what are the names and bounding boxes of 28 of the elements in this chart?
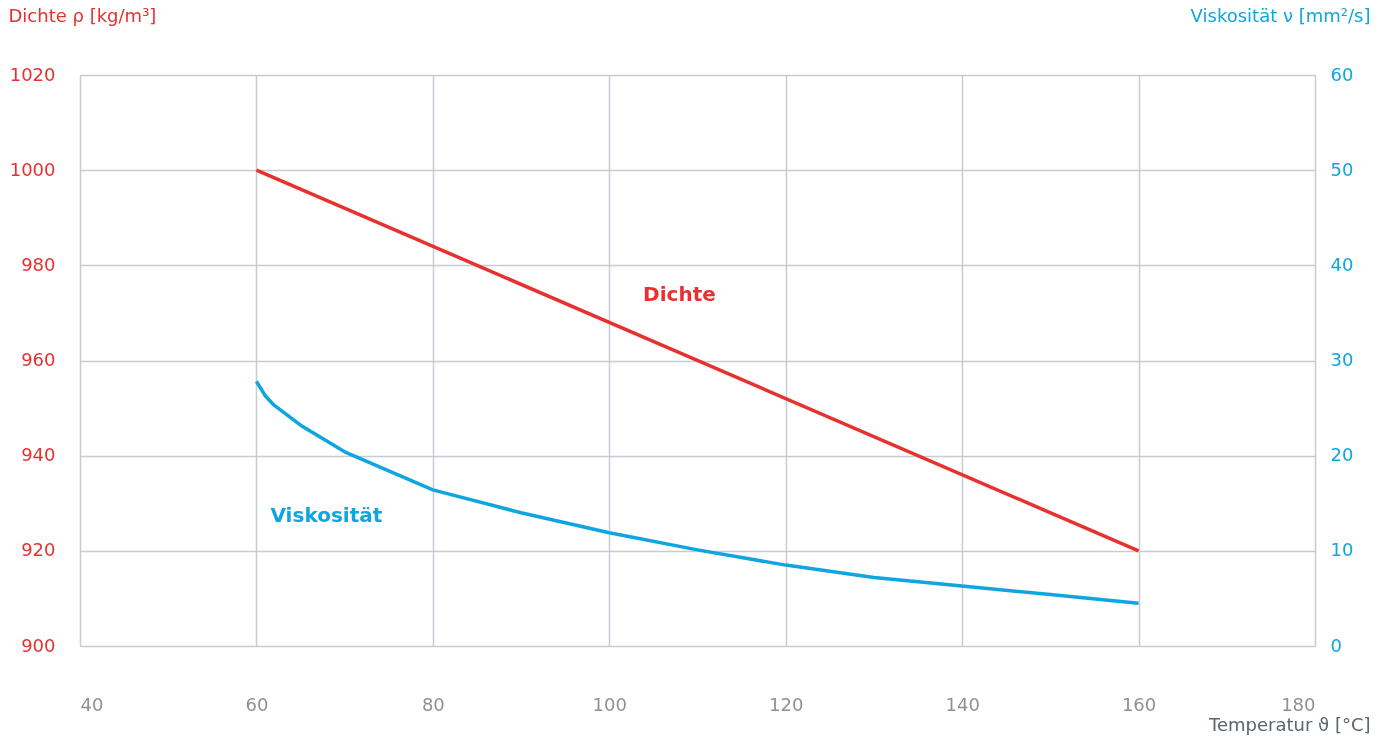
- series-label: Viskosität: [270, 503, 383, 528]
- y-tick-label: 900: [21, 634, 56, 656]
- y2-tick-label: 10: [1330, 539, 1354, 561]
- y-tick-label: 980: [21, 253, 56, 275]
- y-tick-label: 960: [21, 349, 56, 370]
- line-series: [254, 379, 1141, 605]
- y2-tick-label: 0: [1330, 634, 1342, 656]
- y-tick-label: 940: [21, 444, 56, 466]
- y-tick-label: 920: [21, 539, 56, 561]
- x-tick-label: 160: [1121, 693, 1157, 715]
- y-tick-label: 1000: [9, 158, 56, 180]
- x-tick-label: 100: [592, 693, 627, 715]
- x-tick-label: 180: [1281, 693, 1316, 715]
- y2-tick-label: 60: [1330, 63, 1354, 85]
- x-tick-label: 80: [421, 693, 445, 715]
- x-tick-label: 120: [769, 693, 804, 715]
- x-axis-title: Temperatur ϑ [°C]: [1207, 713, 1371, 735]
- y2-tick-label: 50: [1330, 158, 1354, 180]
- x-tick-label: 60: [245, 693, 269, 715]
- y-axis-title: Dichte ρ [kg/m³]: [8, 4, 157, 26]
- x-tick-label: 40: [80, 693, 104, 715]
- y2-axis-title: Viskosität ν [mm²/s]: [1190, 4, 1371, 26]
- y2-tick-label: 30: [1330, 349, 1354, 370]
- x-tick-label: 140: [945, 693, 980, 715]
- series-label: Dichte: [643, 282, 716, 307]
- y2-tick-label: 20: [1330, 444, 1354, 466]
- y2-tick-label: 40: [1330, 253, 1354, 275]
- y-tick-label: 1020: [9, 63, 56, 85]
